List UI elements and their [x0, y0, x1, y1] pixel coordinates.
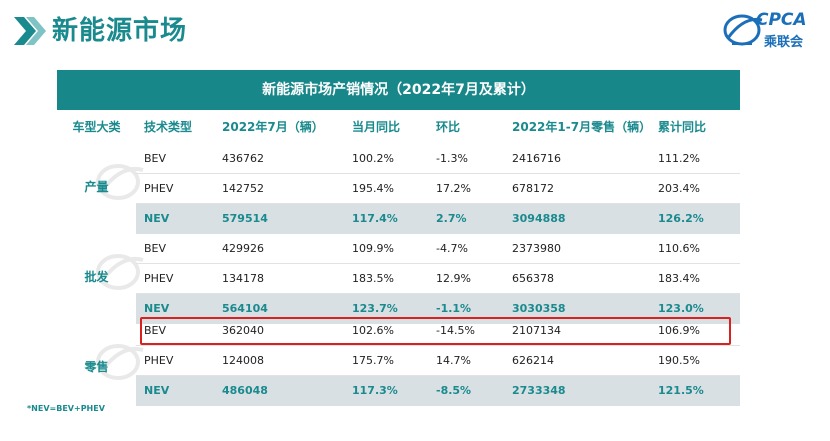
watermark-logo-icon — [96, 164, 144, 200]
cell-tech: PHEV — [144, 272, 174, 285]
logo-text: CPCA — [756, 10, 807, 30]
col-header-month: 2022年7月（辆） — [222, 110, 324, 144]
cell-tech: PHEV — [144, 354, 174, 367]
chevron-right-icon — [14, 17, 46, 45]
category-wholesale: 批发 — [84, 270, 109, 284]
table-row: BEV 436762 100.2% -1.3% 2416716 111.2% — [136, 144, 740, 174]
cell-mom: 17.2% — [436, 182, 471, 195]
cell-yoy: 109.9% — [352, 242, 394, 255]
table-row-nev: NEV 564104 123.7% -1.1% 3030358 123.0% — [136, 294, 740, 324]
cell-ytd: 3030358 — [512, 302, 566, 315]
table-row-nev: NEV 579514 117.4% 2.7% 3094888 126.2% — [136, 204, 740, 234]
cell-tech: NEV — [144, 212, 170, 225]
col-header-yoy: 当月同比 — [352, 110, 401, 144]
cell-tech: PHEV — [144, 182, 174, 195]
cell-yoy: 195.4% — [352, 182, 394, 195]
col-header-mom: 环比 — [436, 110, 461, 144]
table-row: PHEV 124008 175.7% 14.7% 626214 190.5% — [136, 346, 740, 376]
cell-yoy: 175.7% — [352, 354, 394, 367]
cell-mom: -1.1% — [436, 302, 472, 315]
cell-mom: -14.5% — [436, 324, 475, 337]
cell-ytd: 2107134 — [512, 324, 561, 337]
cell-tech: NEV — [144, 384, 170, 397]
cpca-logo-icon — [723, 14, 763, 46]
highlight-box — [140, 317, 731, 345]
cell-ytd: 2733348 — [512, 384, 566, 397]
category-production: 产量 — [84, 180, 109, 194]
cell-ytd-yoy: 203.4% — [658, 182, 700, 195]
table-row: PHEV 142752 195.4% 17.2% 678172 203.4% — [136, 174, 740, 204]
col-header-tech: 技术类型 — [144, 110, 193, 144]
col-header-ytd: 2022年1-7月零售（辆） — [512, 110, 652, 144]
cell-yoy: 117.4% — [352, 212, 398, 225]
cell-mom: 14.7% — [436, 354, 471, 367]
cell-tech: NEV — [144, 302, 170, 315]
cell-tech: BEV — [144, 152, 167, 165]
watermark-logo-icon — [96, 254, 144, 290]
cell-tech: BEV — [144, 324, 167, 337]
cell-month: 362040 — [222, 324, 264, 337]
cell-mom: 12.9% — [436, 272, 471, 285]
cell-ytd-yoy: 106.9% — [658, 324, 700, 337]
cell-ytd: 656378 — [512, 272, 554, 285]
logo-subtext: 乘联会 — [764, 35, 804, 50]
page-title: 新能源市场 — [52, 16, 188, 46]
cell-month: 486048 — [222, 384, 268, 397]
cell-mom: -4.7% — [436, 242, 468, 255]
cell-ytd-yoy: 126.2% — [658, 212, 704, 225]
table-title: 新能源市场产销情况（2022年7月及累计） — [57, 70, 740, 110]
cell-ytd: 626214 — [512, 354, 554, 367]
cell-yoy: 123.7% — [352, 302, 398, 315]
cell-ytd: 678172 — [512, 182, 554, 195]
cell-yoy: 183.5% — [352, 272, 394, 285]
cell-month: 142752 — [222, 182, 264, 195]
cell-ytd-yoy: 121.5% — [658, 384, 704, 397]
cell-mom: -1.3% — [436, 152, 468, 165]
cell-month: 564104 — [222, 302, 268, 315]
table-row: PHEV 134178 183.5% 12.9% 656378 183.4% — [136, 264, 740, 294]
table-row: BEV 362040 102.6% -14.5% 2107134 106.9% — [136, 316, 740, 346]
cell-ytd: 3094888 — [512, 212, 566, 225]
cell-month: 134178 — [222, 272, 264, 285]
cell-mom: -8.5% — [436, 384, 472, 397]
cell-month: 124008 — [222, 354, 264, 367]
cell-ytd-yoy: 183.4% — [658, 272, 700, 285]
cell-yoy: 100.2% — [352, 152, 394, 165]
cell-month: 436762 — [222, 152, 264, 165]
cell-ytd-yoy: 111.2% — [658, 152, 700, 165]
table-row-nev: NEV 486048 117.3% -8.5% 2733348 121.5% — [136, 376, 740, 406]
col-header-category: 车型大类 — [57, 110, 136, 144]
col-header-ytd-yoy: 累计同比 — [658, 110, 707, 144]
cell-ytd-yoy: 190.5% — [658, 354, 700, 367]
cell-tech: BEV — [144, 242, 167, 255]
cell-month: 429926 — [222, 242, 264, 255]
cell-ytd: 2416716 — [512, 152, 561, 165]
footnote: *NEV=BEV+PHEV — [27, 404, 105, 413]
cell-month: 579514 — [222, 212, 268, 225]
cell-mom: 2.7% — [436, 212, 467, 225]
cell-ytd: 2373980 — [512, 242, 561, 255]
watermark-logo-icon — [96, 344, 144, 380]
table-row: BEV 429926 109.9% -4.7% 2373980 110.6% — [136, 234, 740, 264]
category-retail: 零售 — [84, 360, 109, 374]
cell-yoy: 102.6% — [352, 324, 394, 337]
cell-yoy: 117.3% — [352, 384, 398, 397]
cell-ytd-yoy: 123.0% — [658, 302, 704, 315]
cell-ytd-yoy: 110.6% — [658, 242, 700, 255]
